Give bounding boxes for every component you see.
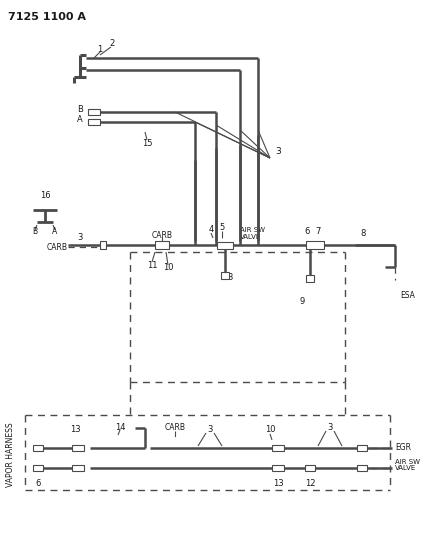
Text: 15: 15: [142, 139, 152, 148]
Text: 4: 4: [208, 225, 214, 235]
Bar: [221, 271, 229, 279]
Bar: [72, 465, 84, 471]
Text: VAPOR HARNESS: VAPOR HARNESS: [6, 423, 15, 487]
Text: B: B: [33, 228, 38, 237]
Text: 7: 7: [315, 228, 321, 237]
Text: A: A: [77, 116, 83, 125]
Bar: [100, 241, 106, 249]
Bar: [217, 241, 233, 248]
Text: ESA: ESA: [400, 290, 415, 300]
Bar: [88, 119, 100, 125]
Text: 8: 8: [360, 229, 366, 238]
Bar: [305, 465, 315, 471]
Bar: [306, 274, 314, 281]
Text: 12: 12: [305, 480, 315, 489]
Bar: [33, 465, 43, 471]
Text: 9: 9: [299, 297, 305, 306]
Text: 11: 11: [147, 261, 157, 270]
Text: CARB: CARB: [47, 243, 68, 252]
Text: 16: 16: [40, 191, 51, 200]
Bar: [357, 465, 367, 471]
Text: 3: 3: [77, 233, 83, 243]
Bar: [72, 445, 84, 451]
Text: CARB: CARB: [152, 230, 172, 239]
Text: AIR SW
VALVE: AIR SW VALVE: [240, 227, 265, 240]
Text: CARB: CARB: [164, 424, 185, 432]
Text: A: A: [52, 228, 58, 237]
Text: EGR: EGR: [395, 443, 411, 453]
Text: 10: 10: [265, 425, 275, 434]
Text: 3: 3: [327, 424, 333, 432]
Bar: [155, 241, 169, 249]
Text: 13: 13: [70, 425, 80, 434]
Text: 1: 1: [98, 44, 103, 53]
Text: 6: 6: [304, 228, 310, 237]
Text: B: B: [77, 104, 83, 114]
Text: 3: 3: [227, 273, 233, 282]
Text: 14: 14: [115, 423, 125, 432]
Bar: [272, 445, 284, 451]
Bar: [306, 241, 324, 249]
Text: 13: 13: [273, 480, 283, 489]
Text: 7125 1100 A: 7125 1100 A: [8, 12, 86, 22]
Text: 3: 3: [275, 148, 281, 157]
Bar: [357, 445, 367, 451]
Text: 6: 6: [36, 480, 41, 489]
Bar: [88, 109, 100, 115]
Text: AIR SW
VALVE: AIR SW VALVE: [395, 458, 420, 472]
Bar: [272, 465, 284, 471]
Text: 10: 10: [163, 263, 173, 272]
Text: 2: 2: [110, 39, 115, 49]
Text: 5: 5: [220, 223, 225, 232]
Bar: [33, 445, 43, 451]
Text: 3: 3: [207, 425, 213, 434]
